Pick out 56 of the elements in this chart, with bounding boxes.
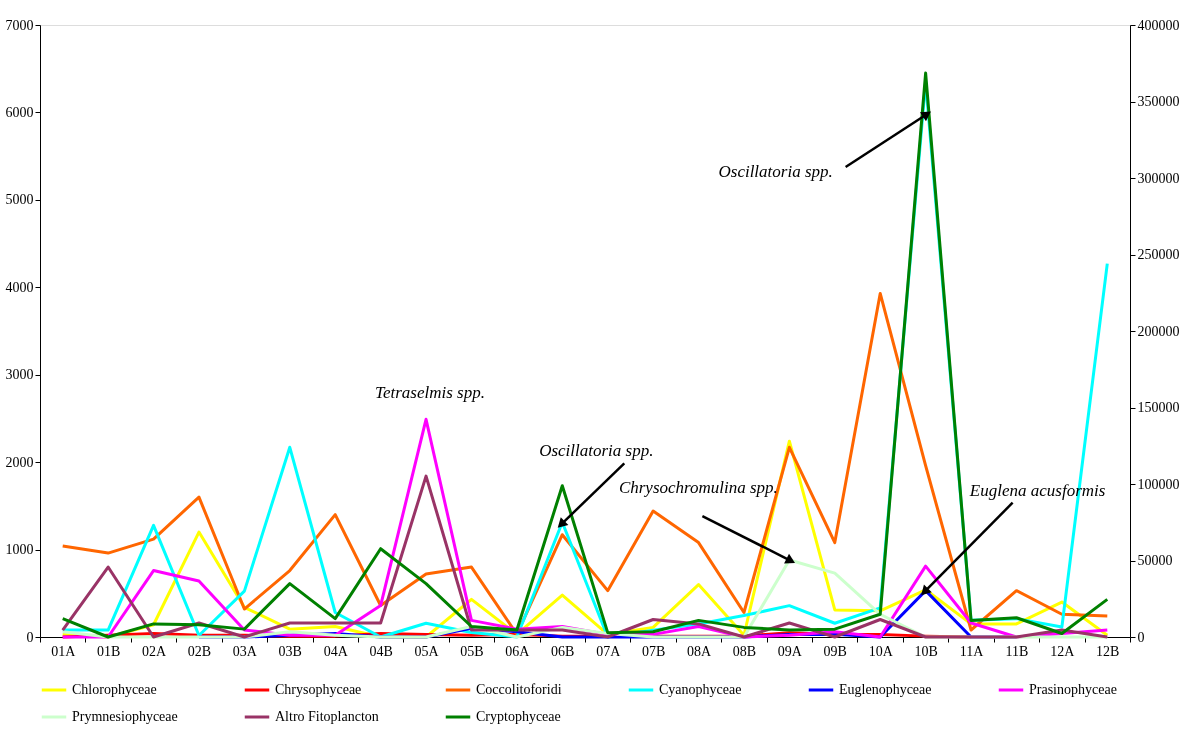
y-tick-label: 7000	[5, 17, 34, 33]
x-tick-label: 02B	[187, 643, 212, 659]
x-tick-label: 12B	[1096, 643, 1120, 659]
x-tick-label: 11A	[959, 643, 985, 659]
legend-label: Chlorophyceae	[72, 682, 157, 697]
y-tick-label: 6000	[5, 104, 34, 120]
y2-tick-label: 250000	[1137, 247, 1180, 262]
x-tick-label: 01A	[51, 643, 77, 659]
x-tick-label: 11B	[1005, 643, 1029, 659]
y-tick-label: 4000	[5, 279, 34, 295]
x-tick-label: 04A	[323, 643, 349, 659]
y-tick-label: 1000	[5, 542, 34, 558]
x-tick-label: 09A	[777, 643, 803, 659]
legend-label: Cryptophyceae	[476, 709, 561, 724]
x-tick-label: 08B	[732, 643, 757, 659]
x-tick-label: 05A	[414, 643, 440, 659]
y-tick-label: 0	[26, 629, 34, 645]
y2-tick-label: 400000	[1137, 17, 1180, 33]
line-series	[61, 291, 1109, 636]
y-tick-label: 5000	[5, 192, 34, 208]
legend-label: Cyanophyceae	[659, 682, 742, 697]
x-tick-label: 03A	[232, 643, 258, 659]
x-tick-label: 12A	[1050, 643, 1076, 659]
legend-label: Chrysophyceae	[275, 682, 362, 697]
y-tick-label: 2000	[5, 454, 34, 470]
legend-label: Prasinophyceae	[1029, 682, 1117, 697]
annotation: Oscillatoria spp.	[539, 441, 654, 461]
annotation: Tetraselmis spp.	[375, 383, 485, 403]
x-tick-label: 06A	[505, 643, 531, 659]
x-tick-label: 09B	[823, 643, 847, 659]
y2-tick-label: 0	[1137, 629, 1145, 645]
annotation: Oscillatoria spp.	[718, 162, 833, 182]
x-tick-label: 01B	[96, 643, 121, 659]
legend-label: Altro Fitoplancton	[275, 709, 379, 724]
x-tick-label: 08A	[686, 643, 712, 659]
legend-label: Prymnesiophyceae	[72, 709, 178, 724]
x-tick-label: 07A	[596, 643, 622, 659]
y2-tick-label: 150000	[1137, 400, 1180, 415]
y2-tick-label: 200000	[1137, 323, 1180, 339]
y2-tick-label: 300000	[1137, 170, 1180, 186]
y-tick-label: 3000	[5, 367, 34, 383]
y2-tick-label: 50000	[1137, 553, 1173, 568]
x-tick-label: 10B	[914, 643, 938, 659]
y2-tick-label: 350000	[1137, 94, 1180, 109]
x-tick-label: 03B	[278, 643, 302, 659]
y2-tick-label: 100000	[1137, 476, 1180, 492]
x-tick-label: 04B	[369, 643, 393, 659]
x-tick-label: 06B	[551, 643, 575, 659]
x-tick-label: 05B	[460, 643, 484, 659]
legend-label: Euglenophyceae	[839, 682, 932, 697]
annotation: Chrysochromulina spp.	[618, 478, 778, 498]
x-tick-label: 02A	[141, 643, 167, 659]
legend-label: Coccolitoforidi	[476, 682, 562, 697]
line-series	[61, 474, 1109, 639]
x-tick-label: 07B	[641, 643, 666, 659]
x-tick-label: 10A	[868, 643, 894, 659]
